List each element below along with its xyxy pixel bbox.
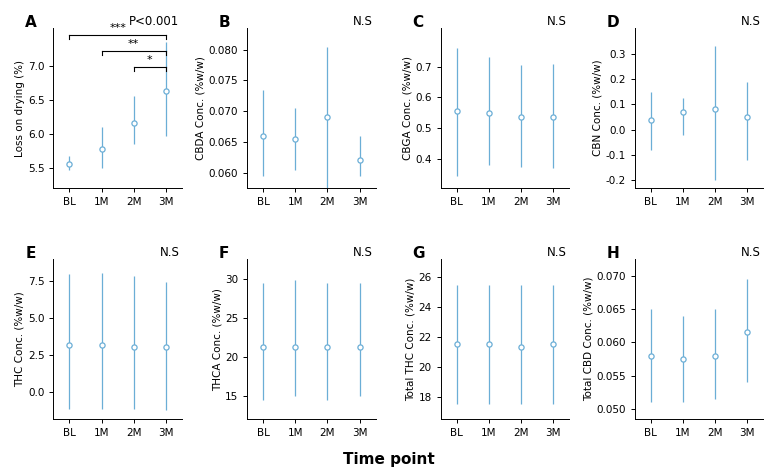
Text: H: H	[606, 246, 619, 261]
Text: N.S: N.S	[547, 16, 566, 28]
Point	[128, 343, 140, 350]
Point	[709, 352, 721, 360]
Point	[644, 352, 657, 360]
Text: N.S: N.S	[159, 246, 179, 260]
Text: N.S: N.S	[741, 16, 760, 28]
Y-axis label: THCA Conc. (%w/w): THCA Conc. (%w/w)	[212, 288, 222, 391]
Point	[257, 132, 269, 140]
Point	[741, 329, 753, 336]
Text: Time point: Time point	[343, 452, 435, 467]
Point	[257, 344, 269, 351]
Text: P<0.001: P<0.001	[129, 16, 179, 28]
Point	[159, 87, 172, 94]
Point	[677, 109, 689, 116]
Point	[321, 114, 334, 121]
Text: D: D	[606, 16, 619, 30]
Text: ***: ***	[109, 24, 126, 34]
Y-axis label: Total CBD Conc. (%w/w): Total CBD Conc. (%w/w)	[584, 277, 593, 401]
Text: N.S: N.S	[353, 246, 373, 260]
Text: E: E	[25, 246, 36, 261]
Text: B: B	[219, 16, 230, 30]
Text: N.S: N.S	[741, 246, 760, 260]
Point	[677, 355, 689, 363]
Text: N.S: N.S	[547, 246, 566, 260]
Point	[96, 145, 108, 152]
Point	[63, 341, 75, 349]
Point	[547, 113, 559, 121]
Point	[450, 341, 463, 348]
Y-axis label: THC Conc. (%w/w): THC Conc. (%w/w)	[15, 291, 25, 387]
Point	[353, 157, 366, 164]
Point	[450, 107, 463, 114]
Y-axis label: CBN Conc. (%w/w): CBN Conc. (%w/w)	[593, 60, 602, 156]
Y-axis label: Total THC Conc. (%w/w): Total THC Conc. (%w/w)	[406, 278, 415, 401]
Point	[483, 341, 496, 348]
Point	[63, 160, 75, 168]
Text: C: C	[412, 16, 424, 30]
Point	[515, 113, 527, 120]
Text: F: F	[219, 246, 230, 261]
Point	[709, 106, 721, 113]
Point	[515, 344, 527, 351]
Text: A: A	[25, 16, 37, 30]
Point	[128, 120, 140, 127]
Point	[547, 341, 559, 348]
Point	[483, 109, 496, 117]
Point	[353, 343, 366, 350]
Y-axis label: CBGA Conc. (%w/w): CBGA Conc. (%w/w)	[402, 56, 412, 160]
Text: N.S: N.S	[353, 16, 373, 28]
Point	[741, 113, 753, 121]
Point	[159, 344, 172, 351]
Point	[96, 341, 108, 349]
Text: *: *	[147, 55, 152, 66]
Point	[644, 116, 657, 123]
Y-axis label: Loss on drying (%): Loss on drying (%)	[15, 59, 25, 157]
Text: **: **	[128, 39, 139, 49]
Y-axis label: CBDA Conc. (%w/w): CBDA Conc. (%w/w)	[196, 56, 205, 160]
Point	[321, 344, 334, 351]
Text: G: G	[412, 246, 425, 261]
Point	[289, 135, 302, 143]
Point	[289, 343, 302, 350]
